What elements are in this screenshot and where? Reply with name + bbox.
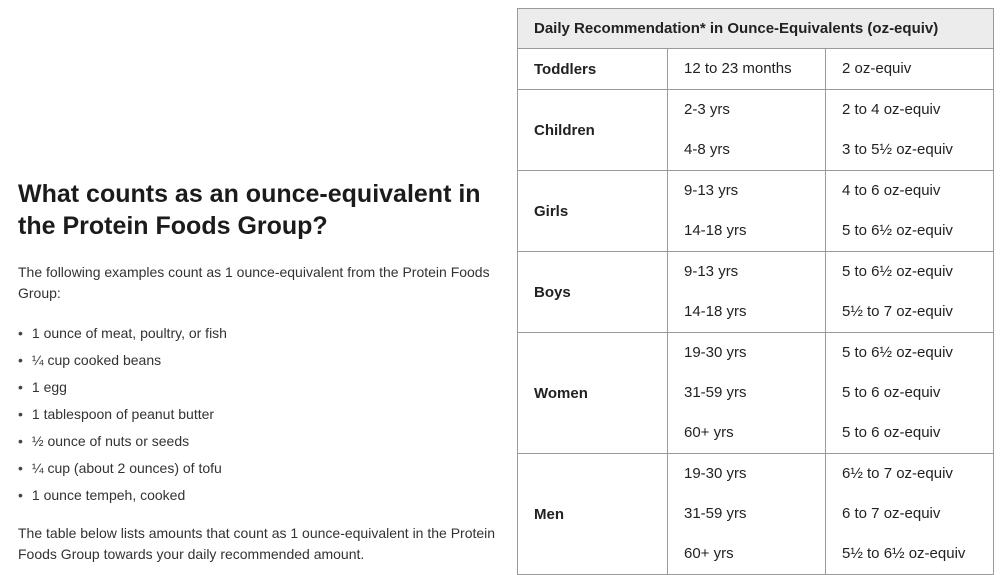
group-cell: Children [517, 89, 668, 171]
table-row: Men 19-30 yrs 31-59 yrs 60+ yrs 6½ to 7 oz-e… [517, 453, 994, 575]
table-row: Women 19-30 yrs 31-59 yrs 60+ yrs 5 to 6½ oz… [517, 332, 994, 454]
ages-value: 60+ yrs [684, 424, 734, 441]
list-item: 1 ounce tempeh, cooked [18, 482, 498, 509]
ages-value: 2-3 yrs [684, 101, 730, 118]
ages-value: 19-30 yrs [684, 465, 747, 482]
amounts-cell: 4 to 6 oz-equiv 5 to 6½ oz-equiv [825, 170, 994, 252]
table-row: Children 2-3 yrs 4-8 yrs 2 to 4 oz-equiv 3 t… [517, 89, 994, 171]
ages-value: 9-13 yrs [684, 182, 739, 199]
ages-value: 14-18 yrs [684, 303, 747, 320]
list-item: 1 ounce of meat, poultry, or fish [18, 320, 498, 347]
ages-cell: 9-13 yrs 14-18 yrs [667, 251, 826, 333]
amounts-value: 5 to 6 oz-equiv [842, 424, 941, 441]
ages-cell: 19-30 yrs 31-59 yrs 60+ yrs [667, 332, 826, 454]
group-cell: Girls [517, 170, 668, 252]
ages-cell: 12 to 23 months [667, 48, 826, 90]
ages-value: 14-18 yrs [684, 222, 747, 239]
list-item: 1 tablespoon of peanut butter [18, 401, 498, 428]
ages-value: 12 to 23 months [684, 60, 792, 77]
list-item: ½ ounce of nuts or seeds [18, 428, 498, 455]
group-cell: Boys [517, 251, 668, 333]
ages-cell: 19-30 yrs 31-59 yrs 60+ yrs [667, 453, 826, 575]
group-cell: Women [517, 332, 668, 454]
article-section: What counts as an ounce-equivalent in th… [18, 178, 498, 565]
outro-text: The table below lists amounts that count… [18, 525, 496, 562]
intro-text: The following examples count as 1 ounce-… [18, 264, 490, 301]
amounts-value: 5½ to 6½ oz-equiv [842, 545, 966, 562]
ages-value: 31-59 yrs [684, 384, 747, 401]
amounts-value: 4 to 6 oz-equiv [842, 182, 941, 199]
ages-value: 4-8 yrs [684, 141, 730, 158]
table-row: Toddlers 12 to 23 months 2 oz-equiv [517, 48, 994, 90]
group-cell: Toddlers [517, 48, 668, 90]
group-cell: Men [517, 453, 668, 575]
examples-list: 1 ounce of meat, poultry, or fish¼ cup c… [18, 320, 498, 509]
list-item: ¼ cup (about 2 ounces) of tofu [18, 455, 498, 482]
table-header: Daily Recommendation* in Ounce-Equivalen… [517, 8, 994, 49]
amounts-value: 6½ to 7 oz-equiv [842, 465, 953, 482]
ages-cell: 2-3 yrs 4-8 yrs [667, 89, 826, 171]
amounts-value: 5 to 6½ oz-equiv [842, 344, 953, 361]
amounts-value: 5 to 6½ oz-equiv [842, 263, 953, 280]
amounts-value: 3 to 5½ oz-equiv [842, 141, 953, 158]
ages-value: 19-30 yrs [684, 344, 747, 361]
amounts-cell: 2 to 4 oz-equiv 3 to 5½ oz-equiv [825, 89, 994, 171]
amounts-cell: 6½ to 7 oz-equiv 6 to 7 oz-equiv 5½ to 6½ … [825, 453, 994, 575]
amounts-cell: 5 to 6½ oz-equiv 5½ to 7 oz-equiv [825, 251, 994, 333]
amounts-value: 5 to 6 oz-equiv [842, 384, 941, 401]
list-item: 1 egg [18, 374, 498, 401]
amounts-value: 6 to 7 oz-equiv [842, 505, 941, 522]
amounts-cell: 5 to 6½ oz-equiv 5 to 6 oz-equiv 5 to 6 oz… [825, 332, 994, 454]
recommendation-table: Daily Recommendation* in Ounce-Equivalen… [517, 8, 994, 575]
list-item: ¼ cup cooked beans [18, 347, 498, 374]
page-title: What counts as an ounce-equivalent in th… [18, 180, 481, 240]
amounts-cell: 2 oz-equiv [825, 48, 994, 90]
table-row: Girls 9-13 yrs 14-18 yrs 4 to 6 oz-equiv 5 t… [517, 170, 994, 252]
amounts-value: 5 to 6½ oz-equiv [842, 222, 953, 239]
ages-value: 31-59 yrs [684, 505, 747, 522]
amounts-value: 2 to 4 oz-equiv [842, 101, 941, 118]
ages-value: 60+ yrs [684, 545, 734, 562]
table-row: Boys 9-13 yrs 14-18 yrs 5 to 6½ oz-equiv 5½ … [517, 251, 994, 333]
ages-cell: 9-13 yrs 14-18 yrs [667, 170, 826, 252]
amounts-value: 5½ to 7 oz-equiv [842, 303, 953, 320]
ages-value: 9-13 yrs [684, 263, 739, 280]
amounts-value: 2 oz-equiv [842, 60, 912, 77]
